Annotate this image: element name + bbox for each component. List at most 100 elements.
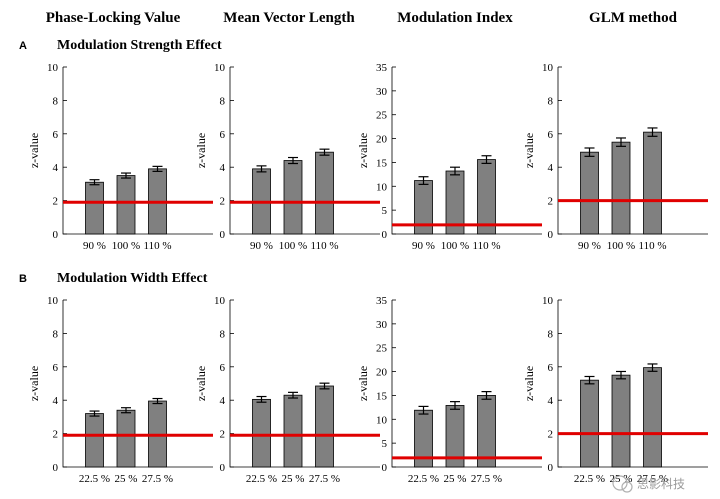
y-tick-label: 0 <box>548 462 554 474</box>
bar <box>643 367 662 468</box>
y-tick-label: 15 <box>376 390 388 402</box>
bar <box>315 385 334 468</box>
x-tick-label: 25 % <box>282 473 305 485</box>
y-tick-label: 0 <box>53 462 59 474</box>
x-tick-label: 90 % <box>412 240 435 252</box>
y-axis-label: z-value <box>356 366 370 401</box>
y-tick-label: 6 <box>220 362 226 374</box>
x-tick-label: 110 % <box>472 240 500 252</box>
x-tick-label: 27.5 % <box>142 473 173 485</box>
y-tick-label: 25 <box>376 343 388 355</box>
column-title-plv: Phase-Locking Value <box>46 10 181 26</box>
y-tick-label: 6 <box>53 362 59 374</box>
y-tick-label: 10 <box>214 62 226 74</box>
y-tick-label: 2 <box>220 429 226 441</box>
x-tick-label: 100 % <box>279 240 307 252</box>
x-tick-label: 27.5 % <box>309 473 340 485</box>
y-tick-label: 10 <box>542 295 554 307</box>
y-tick-label: 20 <box>376 134 388 146</box>
x-tick-label: 27.5 % <box>637 473 668 485</box>
bar <box>477 395 496 468</box>
y-tick-label: 2 <box>53 429 59 441</box>
row-title-b: Modulation Width Effect <box>57 271 208 286</box>
bar <box>85 181 104 235</box>
y-tick-label: 15 <box>376 157 388 169</box>
y-tick-label: 30 <box>376 86 388 98</box>
chart-panel: 0 2 4 6 8 10 z-value 90 % 100 % 110 % <box>194 62 380 252</box>
watermark: 思影科技 <box>612 475 685 493</box>
watermark-text: 思影科技 <box>637 477 685 491</box>
y-axis-label: z-value <box>522 133 536 168</box>
y-axis-label: z-value <box>194 133 208 168</box>
x-tick-label: 25 % <box>444 473 467 485</box>
y-tick-label: 10 <box>47 295 59 307</box>
y-tick-label: 8 <box>220 95 226 107</box>
y-axis-label: z-value <box>27 366 41 401</box>
y-tick-label: 6 <box>548 362 554 374</box>
y-tick-label: 0 <box>220 462 226 474</box>
y-tick-label: 8 <box>53 95 59 107</box>
x-tick-label: 22.5 % <box>79 473 110 485</box>
bar <box>283 394 303 468</box>
y-axis-label: z-value <box>194 366 208 401</box>
x-tick-label: 100 % <box>607 240 635 252</box>
row-title-a: Modulation Strength Effect <box>57 38 222 53</box>
y-axis-label: z-value <box>356 133 370 168</box>
y-tick-label: 6 <box>548 129 554 141</box>
row-label-a: A <box>19 40 27 52</box>
y-tick-label: 4 <box>53 162 59 174</box>
y-tick-label: 25 <box>376 110 388 122</box>
y-tick-label: 4 <box>220 162 226 174</box>
y-tick-label: 8 <box>548 95 554 107</box>
y-tick-label: 6 <box>53 129 59 141</box>
y-tick-label: 20 <box>376 367 388 379</box>
y-tick-label: 0 <box>548 229 554 241</box>
bar <box>85 413 104 468</box>
x-tick-label: 90 % <box>250 240 273 252</box>
y-tick-label: 5 <box>382 205 388 217</box>
y-tick-label: 8 <box>220 328 226 340</box>
y-tick-label: 4 <box>548 162 554 174</box>
bar <box>643 131 662 235</box>
y-tick-label: 0 <box>53 229 59 241</box>
bar <box>611 374 631 468</box>
y-tick-label: 0 <box>382 229 388 241</box>
y-tick-label: 0 <box>382 462 388 474</box>
bar <box>611 141 631 235</box>
y-tick-label: 10 <box>214 295 226 307</box>
chart-panel: 0 2 4 6 8 10 z-value 22.5 % 25 % 27.5 % <box>27 295 213 485</box>
y-tick-label: 35 <box>376 62 388 74</box>
y-tick-label: 30 <box>376 319 388 331</box>
x-tick-label: 25 % <box>115 473 138 485</box>
y-tick-label: 10 <box>376 181 388 193</box>
y-tick-label: 2 <box>220 196 226 208</box>
bar <box>315 151 334 235</box>
y-tick-label: 4 <box>220 395 226 407</box>
y-tick-label: 4 <box>548 395 554 407</box>
column-title-mvl: Mean Vector Length <box>223 10 355 26</box>
x-tick-label: 110 % <box>310 240 338 252</box>
bar <box>283 160 303 235</box>
x-tick-label: 100 % <box>441 240 469 252</box>
y-tick-label: 2 <box>53 196 59 208</box>
chart-panel: 0 5 10 15 20 25 30 35 z-value 90 % 100 % 110 % <box>356 62 542 252</box>
bar <box>477 159 496 235</box>
y-tick-label: 4 <box>53 395 59 407</box>
y-tick-label: 10 <box>47 62 59 74</box>
y-tick-label: 0 <box>220 229 226 241</box>
column-title-glm: GLM method <box>589 10 678 26</box>
x-tick-label: 110 % <box>143 240 171 252</box>
y-tick-label: 8 <box>53 328 59 340</box>
y-tick-label: 2 <box>548 196 554 208</box>
bar <box>580 379 599 468</box>
x-tick-label: 22.5 % <box>574 473 605 485</box>
x-tick-label: 90 % <box>578 240 601 252</box>
x-tick-label: 27.5 % <box>471 473 502 485</box>
chart-panel: 0 5 10 15 20 25 30 35 z-value 22.5 % 25 % 27.5 % <box>356 295 542 485</box>
x-tick-label: 22.5 % <box>408 473 439 485</box>
x-tick-label: 90 % <box>83 240 106 252</box>
bar <box>252 398 271 468</box>
